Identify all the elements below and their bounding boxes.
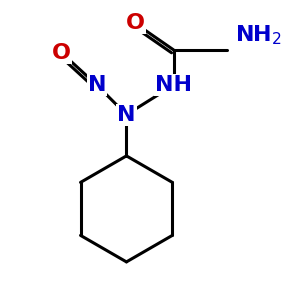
- Text: NH$_2$: NH$_2$: [236, 23, 283, 47]
- Text: N: N: [117, 105, 136, 125]
- Text: N: N: [88, 75, 106, 95]
- Text: O: O: [126, 14, 145, 33]
- Text: NH: NH: [155, 75, 192, 95]
- Text: O: O: [52, 43, 71, 63]
